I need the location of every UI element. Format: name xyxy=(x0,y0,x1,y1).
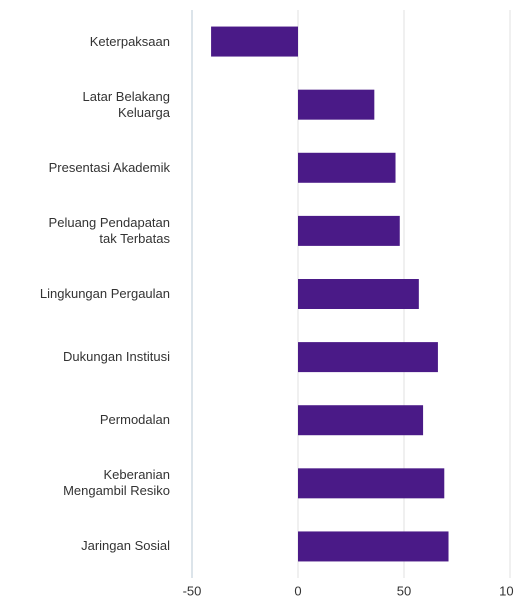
bar xyxy=(298,405,424,436)
x-tick-label: -50 xyxy=(183,583,202,598)
bar xyxy=(298,89,375,120)
y-tick-label: Keterpaksaan xyxy=(89,33,170,49)
y-tick-label: Peluang Pendapatan tak Terbatas xyxy=(48,214,170,246)
bar xyxy=(298,531,449,562)
bar xyxy=(298,342,438,373)
y-tick-label: Keberanian Mengambil Resiko xyxy=(63,467,170,499)
y-tick-label: Permodalan xyxy=(99,412,170,428)
x-tick-label: 100 xyxy=(499,583,514,598)
y-tick-label: Dukungan Institusi xyxy=(63,349,170,365)
y-tick-label: Latar Belakang Keluarga xyxy=(82,88,170,120)
bar xyxy=(298,152,396,183)
bar xyxy=(298,279,419,309)
bar xyxy=(298,215,400,246)
y-tick-label: Presentasi Akademik xyxy=(48,159,170,175)
bar xyxy=(298,468,445,499)
y-tick-label: Jaringan Sosial xyxy=(81,538,170,554)
bar xyxy=(211,26,298,57)
y-tick-label: Lingkungan Pergaulan xyxy=(39,286,170,301)
x-tick-label: 50 xyxy=(397,583,411,598)
x-tick-label: 0 xyxy=(294,583,301,598)
